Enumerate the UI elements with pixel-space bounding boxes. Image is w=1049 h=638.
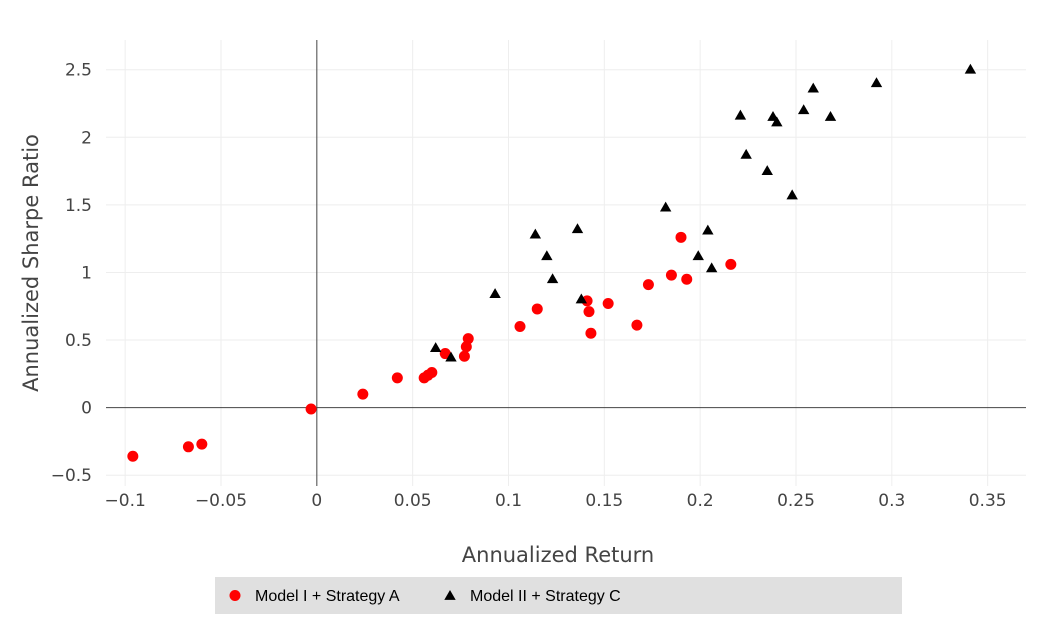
legend: Model I + Strategy A Model II + Strategy…	[215, 577, 902, 614]
x-tick-label: 0.25	[777, 491, 815, 511]
data-point-model-i	[581, 295, 593, 307]
data-point-model-ii	[786, 189, 798, 200]
y-tick-label: 1	[81, 263, 92, 283]
data-point-model-ii	[705, 262, 718, 273]
data-point-model-ii	[571, 223, 584, 234]
data-point-model-i	[439, 348, 451, 360]
data-point-model-ii	[489, 288, 501, 298]
y-tick-label: 0.5	[65, 331, 92, 351]
data-point-model-ii	[529, 228, 542, 239]
x-tick-label: 0.3	[878, 491, 905, 511]
data-point-model-i	[585, 327, 597, 339]
data-point-model-ii	[797, 104, 810, 115]
legend-label-model-ii[interactable]: Model II + Strategy C	[470, 588, 621, 605]
data-point-model-i	[681, 273, 693, 285]
x-tick-label: 0.05	[394, 491, 432, 511]
data-point-model-i	[182, 441, 194, 453]
data-point-model-i	[665, 269, 677, 281]
data-point-model-ii	[740, 148, 752, 159]
x-tick-label: 0	[311, 491, 322, 511]
data-point-model-i	[458, 350, 470, 362]
data-point-model-i	[462, 333, 474, 345]
data-point-model-ii	[445, 351, 457, 362]
y-axis-ticks: −0.5 0 0.5 1 1.5 2 2.5	[51, 61, 92, 486]
data-point-model-i	[531, 303, 543, 315]
data-point-model-ii	[692, 250, 704, 261]
data-point-model-i	[602, 298, 614, 310]
x-tick-label: 0.2	[687, 491, 714, 511]
y-axis-title: Annualized Sharpe Ratio	[19, 134, 43, 392]
data-point-model-ii	[546, 273, 559, 284]
y-tick-label: 2	[81, 128, 92, 148]
data-point-model-i	[642, 279, 654, 291]
data-point-model-i	[583, 306, 595, 318]
data-point-model-i	[675, 231, 687, 243]
y-tick-label: −0.5	[51, 466, 92, 486]
data-point-model-i	[426, 366, 438, 378]
y-tick-label: 0	[81, 399, 92, 419]
data-point-model-ii	[807, 82, 819, 93]
data-point-model-i	[391, 372, 403, 384]
legend-marker-model-ii	[444, 590, 456, 600]
legend-label-model-i[interactable]: Model I + Strategy A	[255, 588, 400, 605]
legend-background	[215, 577, 902, 614]
legend-marker-model-i	[229, 590, 241, 601]
grid-lines	[106, 40, 1026, 486]
data-point-model-ii	[429, 342, 442, 353]
data-point-model-i	[631, 319, 643, 331]
data-point-model-i	[514, 321, 526, 333]
x-tick-label: −0.1	[105, 491, 146, 511]
data-point-model-ii	[541, 250, 553, 261]
data-point-model-ii	[964, 63, 977, 74]
x-tick-label: 0.15	[585, 491, 623, 511]
data-point-model-ii	[702, 224, 714, 235]
data-point-model-i	[196, 438, 208, 450]
x-tick-label: −0.05	[195, 491, 247, 511]
x-axis-title: Annualized Return	[462, 543, 654, 567]
y-tick-label: 1.5	[65, 196, 92, 216]
data-point-model-ii	[761, 165, 773, 175]
data-point-model-ii	[659, 201, 672, 212]
data-points	[127, 63, 977, 462]
data-point-model-ii	[575, 293, 588, 304]
data-point-model-i	[305, 403, 317, 415]
data-point-model-i	[127, 450, 139, 462]
data-point-model-ii	[734, 109, 747, 120]
zero-lines	[106, 40, 1026, 486]
data-point-model-i	[357, 388, 369, 400]
x-tick-label: 0.1	[495, 491, 522, 511]
x-axis-ticks: −0.1 −0.05 0 0.05 0.1 0.15 0.2 0.25 0.3 0.35	[105, 491, 1007, 511]
data-point-model-ii	[870, 77, 883, 88]
data-point-model-ii	[771, 116, 783, 127]
y-tick-label: 2.5	[65, 61, 92, 81]
data-point-model-i	[725, 258, 737, 270]
x-tick-label: 0.35	[969, 491, 1007, 511]
data-point-model-ii	[824, 111, 837, 121]
